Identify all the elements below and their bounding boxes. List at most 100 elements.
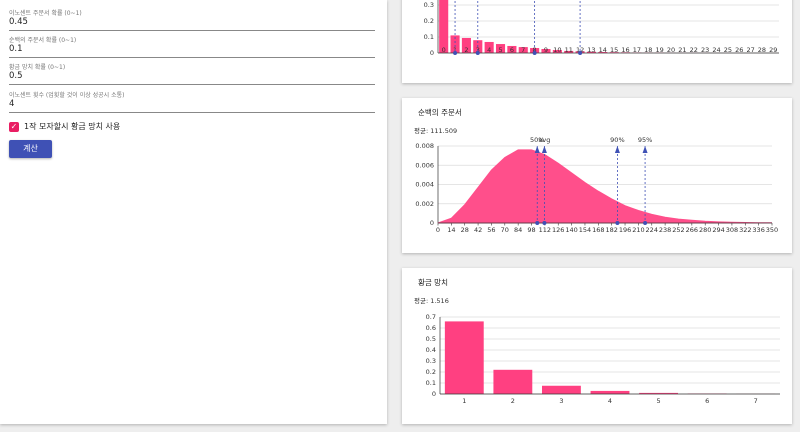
bar <box>518 47 528 53</box>
field[interactable]: 황금 망치 확률 (0~1) 0.5 <box>9 62 375 85</box>
x-tick-label: 308 <box>726 226 738 234</box>
field-label: 이노센트 횟수 (업횟할 것이 이상 성공시 소통) <box>9 92 125 99</box>
marker-arrow <box>534 146 540 153</box>
x-tick-label: 15 <box>610 46 618 54</box>
x-tick-label: 28 <box>758 46 766 54</box>
bar <box>586 51 596 53</box>
bar <box>609 52 619 53</box>
x-tick-label: 25 <box>724 46 732 54</box>
chart-title: 순백의 주문서 <box>418 107 462 117</box>
bar <box>484 41 494 53</box>
x-tick-label: 9 <box>544 46 548 54</box>
marker-arrow <box>614 146 620 153</box>
area <box>437 149 773 224</box>
field-value: 0.5 <box>9 71 23 81</box>
chart-card: 황금 망치 평균: 1.516 0 0.1 0.2 0.3 0.4 0.5 0.6 0.7 1 2 3 4… <box>402 268 792 424</box>
bar <box>495 44 506 53</box>
x-tick-label: 56 <box>487 226 495 234</box>
y-tick-label: 0.008 <box>415 142 434 150</box>
x-tick-label: 10 <box>553 46 561 54</box>
x-tick-label: 182 <box>605 226 617 234</box>
marker-dot <box>475 51 480 55</box>
x-tick-label: 210 <box>632 226 644 234</box>
x-tick-label: 0 <box>436 226 440 234</box>
x-tick-label: 2 <box>464 46 468 54</box>
x-tick-label: 196 <box>619 226 631 234</box>
chart-title: 황금 망치 <box>418 277 448 287</box>
bar <box>552 49 562 53</box>
chart-card: 00.10.20.3012345678910111213141516171819… <box>402 0 792 83</box>
form-panel: 이노센트 주문서 확률 (0~1) 0.45 순백의 주문서 확률 (0~1) 0.… <box>0 0 387 424</box>
calc-button[interactable]: 계산 <box>9 140 52 158</box>
field-label: 순백의 주문서 확률 (0~1) <box>9 37 77 44</box>
checkbox-box[interactable]: ✓ <box>9 121 19 132</box>
bar <box>507 45 517 53</box>
field-value: 0.1 <box>9 44 23 54</box>
marker-dot <box>542 221 547 225</box>
x-tick-label: 19 <box>656 46 664 54</box>
x-tick-label: 336 <box>752 226 764 234</box>
x-tick-label: 2 <box>511 397 515 405</box>
x-tick-label: 280 <box>699 226 711 234</box>
bar <box>639 392 678 394</box>
x-tick-label: 238 <box>659 226 671 234</box>
checkbox[interactable]: ✓ 1작 모자할시 황금 망치 사용 <box>9 121 120 132</box>
x-tick-label: 24 <box>712 46 720 54</box>
marker-dot <box>453 51 458 55</box>
y-tick-label: 0.002 <box>415 200 434 208</box>
x-tick-label: 4 <box>487 46 491 54</box>
x-tick-label: 3 <box>559 397 563 405</box>
x-tick-label: 7 <box>754 397 758 405</box>
field-label: 황금 망치 확률 (0~1) <box>9 64 66 71</box>
chart-subtitle: 평균: 111.509 <box>414 126 457 135</box>
x-tick-label: 27 <box>746 46 754 54</box>
x-tick-label: 6 <box>705 397 709 405</box>
marker-dot <box>615 221 620 225</box>
marker-label: 50% <box>530 136 544 144</box>
marker-arrow <box>642 146 648 153</box>
x-tick-label: 0 <box>442 46 446 54</box>
x-tick-label: 5 <box>498 46 502 54</box>
bar <box>444 321 484 394</box>
marker-arrow <box>541 146 547 153</box>
y-tick-label: 0.2 <box>426 368 436 376</box>
y-tick-label: 0.2 <box>424 17 434 25</box>
y-tick-label: 0.3 <box>426 357 436 365</box>
x-tick-label: 17 <box>633 46 641 54</box>
x-tick-label: 28 <box>461 226 469 234</box>
x-tick-label: 112 <box>539 226 551 234</box>
marker-dot <box>643 221 648 225</box>
x-tick-label: 98 <box>527 226 535 234</box>
chart-subtitle: 평균: 1.516 <box>414 296 449 305</box>
y-tick-label: 0.6 <box>426 324 436 332</box>
bar <box>598 52 608 53</box>
y-tick-label: 0.1 <box>424 33 434 41</box>
field[interactable]: 순백의 주문서 확률 (0~1) 0.1 <box>9 35 375 58</box>
y-tick-label: 0.4 <box>426 346 436 354</box>
x-tick-label: 224 <box>646 226 658 234</box>
x-tick-label: 20 <box>667 46 675 54</box>
bar <box>564 50 574 53</box>
bar <box>450 35 460 53</box>
x-tick-label: 16 <box>621 46 629 54</box>
x-tick-label: 70 <box>501 226 509 234</box>
x-tick-label: 7 <box>521 46 525 54</box>
y-tick-label: 0 <box>430 49 434 57</box>
y-tick-label: 0 <box>432 390 436 398</box>
x-tick-label: 294 <box>712 226 724 234</box>
y-tick-label: 0.006 <box>415 161 434 169</box>
marker-dot <box>578 51 583 55</box>
field[interactable]: 이노센트 주문서 확률 (0~1) 0.45 <box>9 8 375 31</box>
x-tick-label: 26 <box>735 46 743 54</box>
x-tick-label: 6 <box>510 46 514 54</box>
x-tick-label: 22 <box>690 46 698 54</box>
field[interactable]: 이노센트 횟수 (업횟할 것이 이상 성공시 소통) 4 <box>9 90 375 113</box>
field-value: 4 <box>9 99 15 109</box>
x-tick-label: 5 <box>657 397 661 405</box>
bar <box>461 37 471 53</box>
field-value: 0.45 <box>9 17 28 27</box>
x-tick-label: 29 <box>769 46 777 54</box>
bar <box>590 390 630 394</box>
